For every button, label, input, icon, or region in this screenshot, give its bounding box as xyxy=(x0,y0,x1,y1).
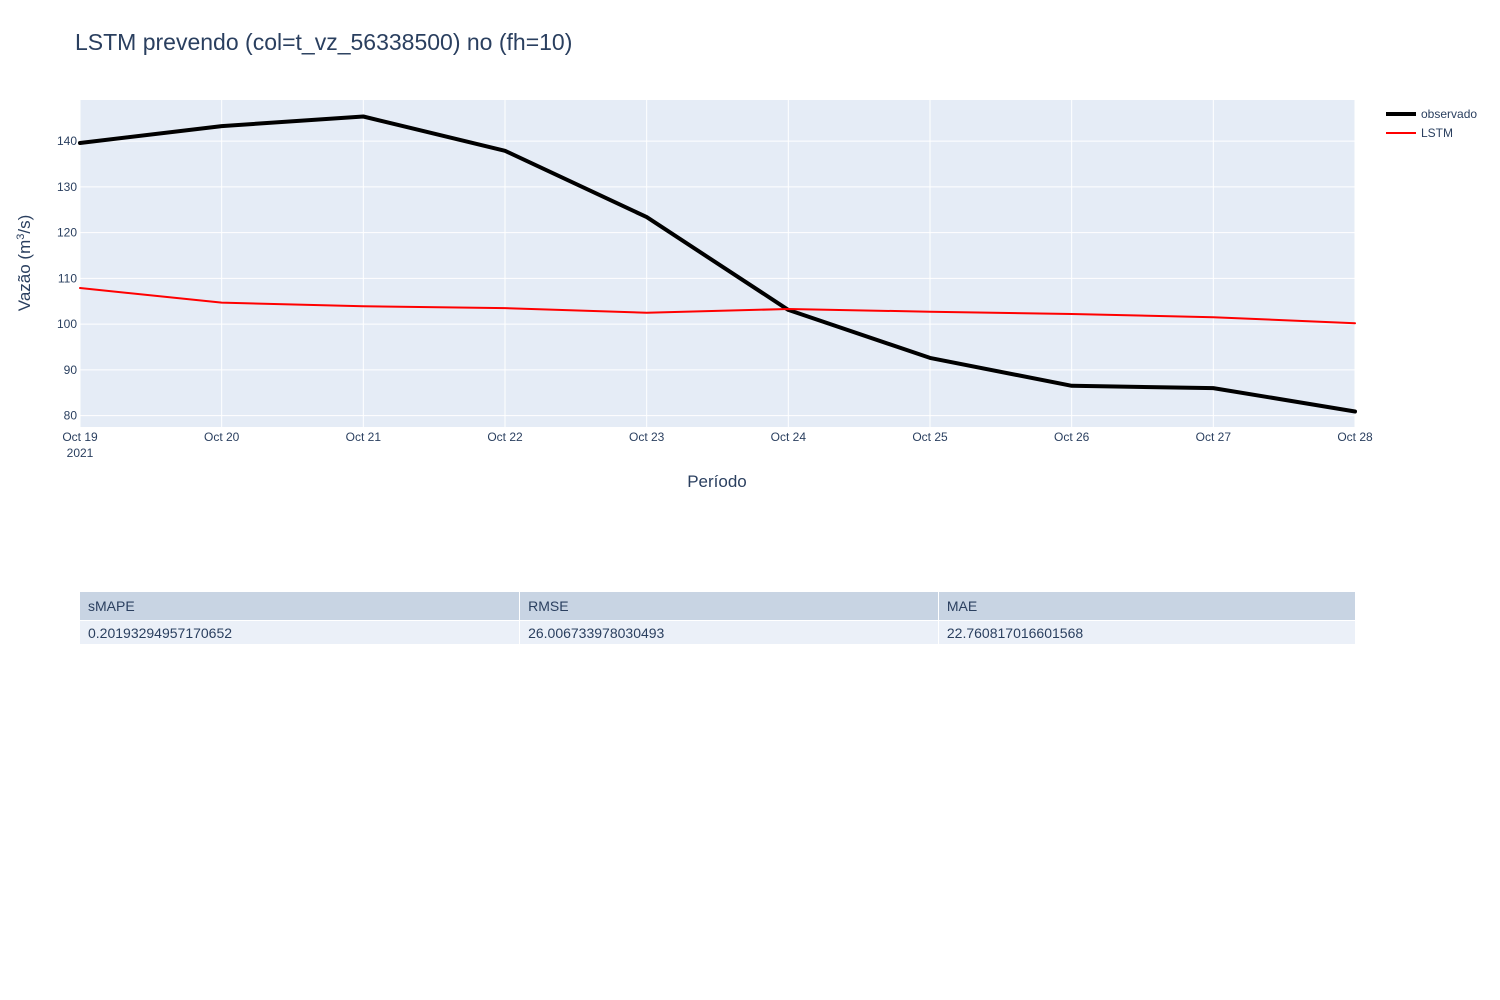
series-line-lstm xyxy=(79,287,1356,325)
y-tick-label: 140 xyxy=(57,134,77,148)
x-tick-label: Oct 21 xyxy=(346,430,382,444)
y-axis-title-tail: /s) xyxy=(15,215,34,234)
series-lines xyxy=(78,114,1357,414)
metrics-table: sMAPE RMSE MAE 0.20193294957170652 26.00… xyxy=(80,592,1355,644)
x-tick-label: Oct 24 xyxy=(771,430,807,444)
y-tick-label: 130 xyxy=(57,180,77,194)
chart-title: LSTM prevendo (col=t_vz_56338500) no (fh… xyxy=(75,29,572,55)
x-axis-title: Período xyxy=(687,472,747,491)
y-tick-label: 80 xyxy=(64,409,78,423)
header-mae: MAE xyxy=(938,592,1355,621)
y-axis-title: Vazão (m3/s) xyxy=(15,215,34,312)
x-tick-label: Oct 25 xyxy=(912,430,948,444)
y-axis-title-main: Vazão (m xyxy=(15,240,34,312)
table-header-row: sMAPE RMSE MAE xyxy=(80,592,1355,621)
x-tick-label: Oct 23 xyxy=(629,430,665,444)
x-tick-label: Oct 20 xyxy=(204,430,240,444)
legend-label-lstm[interactable]: LSTM xyxy=(1421,126,1453,140)
legend-label-observado[interactable]: observado xyxy=(1421,107,1477,121)
x-tick-label: Oct 28 xyxy=(1337,430,1373,444)
cell-rmse: 26.006733978030493 xyxy=(520,621,939,644)
cell-smape: 0.20193294957170652 xyxy=(80,621,521,644)
x-tick-year: 2021 xyxy=(67,446,94,460)
cell-mae: 22.760817016601568 xyxy=(938,621,1355,644)
header-rmse: RMSE xyxy=(520,592,939,621)
x-tick-label: Oct 19 xyxy=(62,430,98,444)
y-tick-label: 110 xyxy=(58,271,77,285)
y-tick-label: 120 xyxy=(57,226,77,240)
y-axis-title-sup: 3 xyxy=(15,234,27,240)
y-tick-label: 100 xyxy=(57,317,77,331)
y-tick-labels: 80 90 100 110 120 130 140 xyxy=(57,134,77,422)
legend: observado LSTM xyxy=(1386,107,1477,140)
x-tick-label: Oct 26 xyxy=(1054,430,1090,444)
y-tick-label: 90 xyxy=(64,363,78,377)
x-tick-label: Oct 22 xyxy=(487,430,523,444)
x-tick-label: Oct 27 xyxy=(1196,430,1232,444)
series-line-observado xyxy=(78,114,1357,414)
grid-lines xyxy=(79,100,1356,427)
table-row: 0.20193294957170652 26.006733978030493 2… xyxy=(80,621,1355,644)
chart: LSTM prevendo (col=t_vz_56338500) no (fh… xyxy=(15,29,1477,491)
header-smape: sMAPE xyxy=(80,592,521,621)
x-tick-labels: Oct 19 Oct 20 Oct 21 Oct 22 Oct 23 Oct 24 Oct … xyxy=(62,430,1373,444)
